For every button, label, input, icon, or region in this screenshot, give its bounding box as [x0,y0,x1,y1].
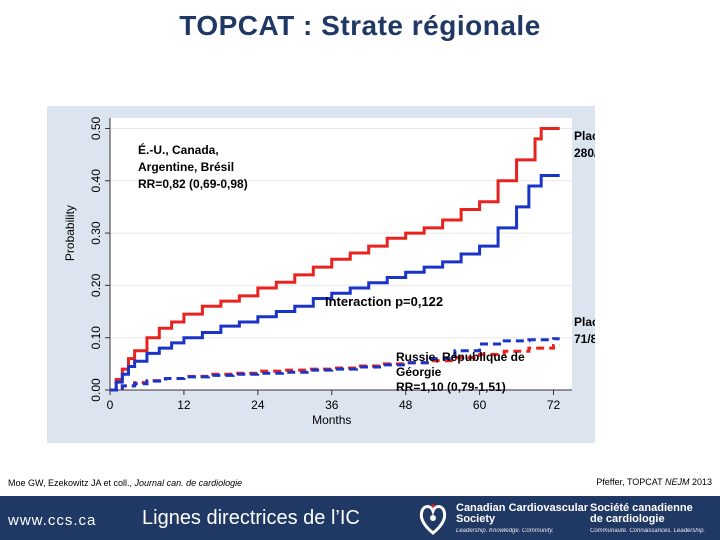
citation-right: Pfeffer, TOPCAT NEJM 2013 [596,477,712,487]
series-line [110,126,560,392]
citation-right-prefix: Pfeffer, TOPCAT [596,477,665,487]
x-tick-label: 0 [107,398,114,412]
citation-left: Moe GW, Ezekowitz JA et coll., Journal c… [8,478,242,488]
x-tick-label: 72 [547,398,561,412]
org-name-en-line2: Society [456,513,496,525]
ccs-url-link[interactable]: www.ccs.ca [8,512,97,529]
citation-left-authors: Moe GW, Ezekowitz JA et coll., [8,478,135,488]
annotation-americas-placebo: 280/881 (31,8%) [574,146,595,160]
km-chart: 0.00 0.10 0.20 0.30 0.40 0.50 Probability 0 12 24… [63,116,595,427]
y-tick-label: 0.50 [89,116,103,140]
annotation-russia-group: Géorgie [396,365,442,379]
x-tick-label: 36 [325,398,339,412]
series-line [110,337,560,392]
annotation-americas-placebo: Placebo: [574,129,595,143]
annotation-americas-group: Argentine, Brésil [138,160,234,174]
org-tagline-en: Leadership. Knowledge. Community. [456,528,554,534]
org-name-fr-line1: Société canadienne [590,502,693,514]
citation-left-journal: Journal can. de cardiologie [134,478,243,488]
y-tick-label: 0.40 [89,169,103,193]
annotation-russia-group: RR=1,10 (0,79-1,51) [396,380,506,394]
annotation-interaction: Interaction p=0,122 [325,294,443,309]
citation-right-journal: NEJM [664,477,690,487]
citation-right-year: 2013 [689,477,712,487]
slide-title: TOPCAT : Strate régionale [179,10,541,41]
x-tick-label: 60 [473,398,487,412]
y-tick-label: 0.10 [89,326,103,350]
x-tick-label: 24 [251,398,265,412]
annotation-russia-group: Russie, République de [396,350,525,364]
series-line [110,174,560,392]
x-tick-label: 48 [399,398,413,412]
ccs-logo: Canadian Cardiovascular Society Leadersh… [418,498,718,538]
annotation-russia-placebo: 71/842 (8,4%) [574,332,595,346]
y-tick-label: 0.30 [89,221,103,245]
org-name-fr: Société canadienne de cardiologie [590,503,693,525]
org-name-en: Canadian Cardiovascular Society [456,503,588,525]
x-tick-label: 12 [177,398,191,412]
footer-bar [0,496,720,540]
x-axis-title: Months [312,413,351,427]
y-axis-title: Probability [63,205,77,261]
org-name-en-line1: Canadian Cardiovascular [456,502,589,514]
heart-leaf-icon [419,503,447,535]
y-tick-label: 0.00 [89,378,103,402]
series-line [110,344,560,392]
guidelines-title: Lignes directrices de l’IC [142,507,360,529]
y-tick-label: 0.20 [89,273,103,297]
annotation-americas-group: É.-U., Canada, [138,142,219,157]
annotation-americas-group: RR=0,82 (0,69-0,98) [138,177,248,191]
org-name-fr-line2: de cardiologie [590,513,665,525]
annotation-russia-placebo: Placebo: [574,315,595,329]
org-tagline-fr: Communauté. Connaissances. Leadership. [590,528,706,534]
